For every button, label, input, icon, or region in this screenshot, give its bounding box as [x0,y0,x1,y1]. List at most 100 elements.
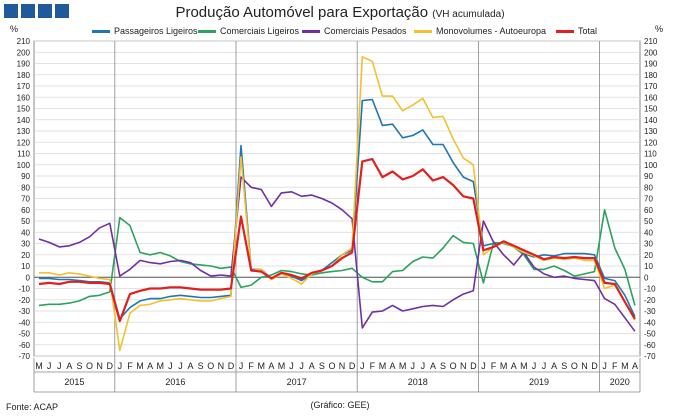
y-tick-label-right: 120 [644,138,658,147]
x-tick-label: D [107,361,114,371]
y-tick-label-right: 90 [644,172,653,181]
y-tick-label-right: -20 [644,296,656,305]
x-tick-label: M [157,361,165,371]
y-tick-label-left: 170 [17,82,31,91]
x-tick-label: F [370,361,376,371]
y-tick-label-left: -30 [18,307,30,316]
x-tick-label: S [76,361,82,371]
axes: -70 -70 -60 -60 -50 -50 -40 -40 -30 -30 -20 -20 -10 -… [17,37,658,393]
logo-square-3 [38,4,52,18]
x-tick-label: A [147,361,153,371]
chart-credit: (Gráfico: GEE) [310,400,370,410]
year-label: 2018 [408,377,428,387]
x-tick-label: F [248,361,254,371]
x-tick-label: D [470,361,477,371]
x-tick-label: N [460,361,467,371]
x-tick-label: J [542,361,547,371]
series-line-monovolumes [39,55,636,352]
x-tick-label: S [198,361,204,371]
y-tick-label-left: 120 [17,138,31,147]
y-tick-label-left: 190 [17,60,31,69]
legend-swatch-total [556,30,574,34]
logo-square-4 [55,4,69,18]
x-tick-label: J [47,361,52,371]
x-tick-label: A [66,361,72,371]
legend-label-monovolumes: Monovolumes - Autoeuropa [436,26,547,36]
y-tick-label-right: 70 [644,195,653,204]
y-tick-label-left: 50 [21,217,30,226]
y-tick-label-left: 160 [17,93,31,102]
series-line-passageiros [39,98,636,320]
y-tick-label-right: 20 [644,251,653,260]
y-tick-label-right: 30 [644,240,653,249]
x-tick-label: A [390,361,396,371]
legend-swatch-passageiros [92,30,110,34]
y-tick-label-right: 110 [644,150,657,159]
y-tick-label-left: 10 [21,262,30,271]
y-tick-label-right: 40 [644,228,653,237]
legend-item-monovolumes: Monovolumes - Autoeuropa [414,26,546,36]
y-tick-label-right: -30 [644,307,656,316]
x-tick-label: A [511,361,517,371]
y-tick-label-right: 140 [644,116,658,125]
x-tick-label: F [491,361,497,371]
y-tick-label-left: 200 [17,48,31,57]
logo-square-2 [21,4,35,18]
y-tick-label-right: 100 [644,161,658,170]
x-tick-label: A [551,361,557,371]
year-label: 2016 [165,377,185,387]
y-tick-label-left: 70 [21,195,30,204]
grid [33,40,641,357]
y-tick-label-left: 100 [17,161,31,170]
y-tick-label-right: -60 [644,341,656,350]
x-tick-label: A [309,361,315,371]
legend-label-comerciais-pesados: Comerciais Pesados [324,26,407,36]
x-tick-label: J [360,361,365,371]
y-tick-label-left: 150 [17,105,31,114]
y-tick-label-left: -10 [18,285,30,294]
legend-item-passageiros: Passageiros Ligeiros [92,26,198,36]
legend: Passageiros Ligeiros Comerciais Ligeiros… [0,26,680,40]
x-tick-label: D [591,361,598,371]
x-tick-label: J [57,361,62,371]
y-tick-label-left: 40 [21,228,30,237]
x-tick-label: N [218,361,225,371]
x-tick-label: O [207,361,214,371]
y-tick-label-left: -20 [18,296,30,305]
x-tick-label: D [349,361,356,371]
chart-title: Produção Automóvel para Exportação (VH a… [0,4,680,21]
y-tick-label-right: 80 [644,183,653,192]
y-tick-label-left: 0 [26,273,31,282]
y-tick-label-left: -70 [18,352,30,361]
x-tick-label: A [632,361,638,371]
year-label: 2015 [64,377,84,387]
x-tick-label: F [127,361,133,371]
series-line-comerciais-ligeiros [38,209,636,307]
y-tick-label-right: 210 [644,37,658,46]
legend-item-total: Total [556,26,597,36]
x-tick-label: J [168,361,173,371]
y-tick-label-right: 60 [644,206,653,215]
x-tick-label: A [268,361,274,371]
x-tick-label: A [430,361,436,371]
x-tick-label: S [561,361,567,371]
series-line-total [38,158,636,323]
x-tick-label: S [440,361,446,371]
x-tick-label: O [450,361,457,371]
y-tick-label-left: 140 [17,116,31,125]
y-tick-label-right: 150 [644,105,658,114]
legend-swatch-comerciais-ligeiros [198,30,216,34]
y-axis-unit-right: % [655,24,664,34]
chart-source: Fonte: ACAP [6,402,59,412]
y-tick-label-right: 160 [644,93,658,102]
y-tick-label-left: -40 [18,318,30,327]
x-tick-label: J [421,361,426,371]
y-tick-label-right: 130 [644,127,658,136]
y-tick-label-left: 60 [21,206,30,215]
y-tick-label-right: 10 [644,262,653,271]
y-tick-label-right: -10 [644,285,656,294]
year-label: 2019 [529,377,549,387]
legend-label-comerciais-ligeiros: Comerciais Ligeiros [220,26,300,36]
x-tick-label: M [379,361,387,371]
y-tick-label-right: 170 [644,82,658,91]
